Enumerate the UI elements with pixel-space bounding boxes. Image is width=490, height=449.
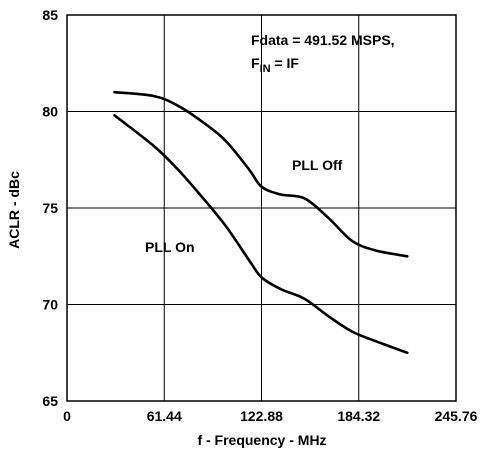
y-tick-labels: 65 70 75 80 85 xyxy=(42,7,58,409)
annotation-line-1: Fdata = 491.52 MSPS, xyxy=(251,32,395,48)
plot-area-border xyxy=(66,14,457,402)
y-tick-label: 85 xyxy=(42,7,58,23)
series-line-pll-off xyxy=(113,90,409,258)
x-tick-label: 122.88 xyxy=(240,408,283,424)
conditions-annotation: Fdata = 491.52 MSPS, FIN = IF xyxy=(251,32,395,75)
y-tick-label: 80 xyxy=(42,104,58,120)
y-tick-label: 65 xyxy=(42,393,58,409)
x-axis-label: f - Frequency - MHz xyxy=(197,432,326,448)
y-tick-label: 75 xyxy=(42,200,58,216)
series-label-pll-off: PLL Off xyxy=(292,157,343,173)
x-tick-label: 184.32 xyxy=(337,408,380,424)
annotation-subscript: IN xyxy=(260,63,271,75)
series-lines xyxy=(113,90,409,355)
series-line-pll-on xyxy=(113,114,409,355)
plot-frame xyxy=(66,14,457,402)
annotation-f-symbol: F xyxy=(251,55,260,71)
y-axis-label: ACLR - dBc xyxy=(6,171,22,249)
x-tick-label: 61.44 xyxy=(147,408,182,424)
annotation-equals-if: = IF xyxy=(271,55,300,71)
x-tick-label: 245.76 xyxy=(435,408,478,424)
x-tick-label: 0 xyxy=(63,408,71,424)
y-tick-label: 70 xyxy=(42,297,58,313)
series-label-pll-on: PLL On xyxy=(145,239,195,255)
grid-lines xyxy=(67,15,456,401)
x-tick-labels: 0 61.44 122.88 184.32 245.76 xyxy=(63,408,478,424)
annotation-line-2: FIN = IF xyxy=(251,55,299,75)
